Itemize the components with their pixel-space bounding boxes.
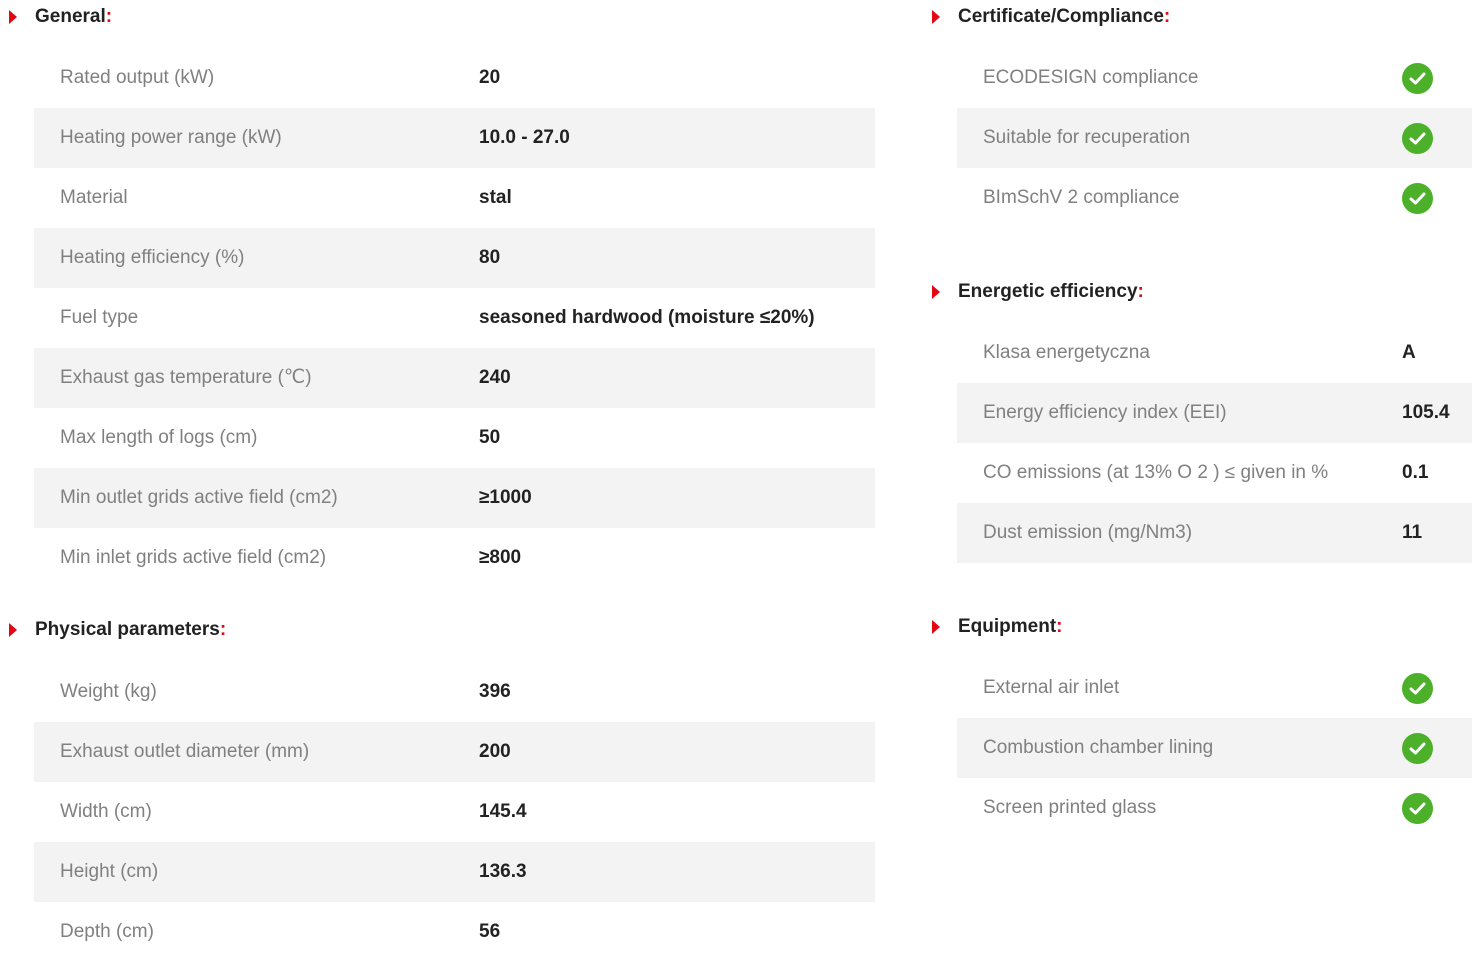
spec-value: 200 <box>479 741 511 762</box>
spec-row: Depth (cm) 56 <box>34 902 875 962</box>
check-circle-icon <box>1402 673 1433 704</box>
spec-label: Energy efficiency index (EEI) <box>983 402 1227 423</box>
spec-label: Rated output (kW) <box>60 67 215 88</box>
spec-row: Exhaust outlet diameter (mm) 200 <box>34 722 875 782</box>
spec-value: 0.1 <box>1402 462 1429 483</box>
spec-row: Fuel type seasoned hardwood (moisture ≤20… <box>34 288 875 348</box>
spec-value: 396 <box>479 681 511 702</box>
spec-row: Weight (kg) 396 <box>34 662 875 722</box>
spec-row: Klasa energetyczna A <box>957 323 1472 383</box>
spec-row: External air inlet <box>957 658 1472 718</box>
spec-row: ECODESIGN compliance <box>957 48 1472 108</box>
section-physical: Physical parameters: Weight (kg) 396 Exhau… <box>9 615 875 962</box>
spec-label: Max length of logs (cm) <box>60 427 258 448</box>
spec-value: 80 <box>479 247 501 268</box>
spec-row: Material stal <box>34 168 875 228</box>
spec-row: Heating efficiency (%) 80 <box>34 228 875 288</box>
section-title: Energetic efficiency <box>958 281 1138 302</box>
spec-label: Min outlet grids active field (cm2) <box>60 487 338 508</box>
section-general: General: Rated output (kW) 20 Heating powe… <box>9 2 875 588</box>
section-certificate: Certificate/Compliance: ECODESIGN compli… <box>932 2 1472 228</box>
spec-value: A <box>1402 342 1416 363</box>
spec-label: Klasa energetyczna <box>983 342 1150 363</box>
section-title: Physical parameters <box>35 619 220 640</box>
spec-label: Depth (cm) <box>60 921 154 942</box>
spec-value: stal <box>479 187 512 208</box>
triangle-right-icon <box>932 620 940 634</box>
spec-label: BImSchV 2 compliance <box>983 187 1180 208</box>
spec-value: 56 <box>479 921 501 942</box>
spec-label: Weight (kg) <box>60 681 157 702</box>
spec-row: Dust emission (mg/Nm3) 11 <box>957 503 1472 563</box>
spec-row: Suitable for recuperation <box>957 108 1472 168</box>
spec-row: BImSchV 2 compliance <box>957 168 1472 228</box>
spec-row: Width (cm) 145.4 <box>34 782 875 842</box>
spec-value: 20 <box>479 67 501 88</box>
spec-value: 145.4 <box>479 801 527 822</box>
spec-row: Screen printed glass <box>957 778 1472 838</box>
section-title: Equipment <box>958 616 1057 637</box>
spec-label: Combustion chamber lining <box>983 737 1214 758</box>
spec-row: Heating power range (kW) 10.0 - 27.0 <box>34 108 875 168</box>
spec-label: Width (cm) <box>60 801 152 822</box>
spec-row: Exhaust gas temperature (℃) 240 <box>34 348 875 408</box>
check-circle-icon <box>1402 183 1433 214</box>
check-circle-icon <box>1402 793 1433 824</box>
section-title: Certificate/Compliance <box>958 6 1164 27</box>
spec-label: Material <box>60 187 128 208</box>
spec-value: ≥800 <box>479 547 522 568</box>
spec-label: Height (cm) <box>60 861 159 882</box>
spec-label: Fuel type <box>60 307 139 328</box>
triangle-right-icon <box>9 10 17 24</box>
spec-label: External air inlet <box>983 677 1120 698</box>
check-circle-icon <box>1402 733 1433 764</box>
section-title: General <box>35 6 106 27</box>
spec-row: Height (cm) 136.3 <box>34 842 875 902</box>
spec-label: Suitable for recuperation <box>983 127 1191 148</box>
check-circle-icon <box>1402 63 1433 94</box>
section-equipment: Equipment: External air inlet Combustion … <box>932 612 1472 838</box>
check-circle-icon <box>1402 123 1433 154</box>
spec-label: Min inlet grids active field (cm2) <box>60 547 327 568</box>
spec-row: Energy efficiency index (EEI) 105.4 <box>957 383 1472 443</box>
spec-label: Heating power range (kW) <box>60 127 282 148</box>
spec-value: 11 <box>1402 522 1423 543</box>
spec-label: Screen printed glass <box>983 797 1157 818</box>
spec-row: Rated output (kW) 20 <box>34 48 875 108</box>
spec-label: Exhaust gas temperature (℃) <box>60 367 312 388</box>
spec-value: 105.4 <box>1402 402 1450 423</box>
spec-label: Heating efficiency (%) <box>60 247 245 268</box>
spec-value: 136.3 <box>479 861 527 882</box>
spec-row: Combustion chamber lining <box>957 718 1472 778</box>
section-energetic: Energetic efficiency: Klasa energetyczna… <box>932 277 1472 563</box>
spec-row: Max length of logs (cm) 50 <box>34 408 875 468</box>
spec-row: CO emissions (at 13% O 2 ) ≤ given in % 0… <box>957 443 1472 503</box>
spec-label: ECODESIGN compliance <box>983 67 1199 88</box>
triangle-right-icon <box>932 10 940 24</box>
spec-value: 240 <box>479 367 511 388</box>
spec-value: ≥1000 <box>479 487 532 508</box>
triangle-right-icon <box>932 285 940 299</box>
left-column: General: Rated output (kW) 20 Heating powe… <box>9 2 875 962</box>
spec-value: 50 <box>479 427 501 448</box>
spec-label: Dust emission (mg/Nm3) <box>983 522 1193 543</box>
spec-row: Min inlet grids active field (cm2) ≥800 <box>34 528 875 588</box>
spec-value: seasoned hardwood (moisture ≤20%) <box>479 307 815 328</box>
spec-label: CO emissions (at 13% O 2 ) ≤ given in % <box>983 462 1329 483</box>
spec-row: Min outlet grids active field (cm2) ≥1000 <box>34 468 875 528</box>
spec-value: 10.0 - 27.0 <box>479 127 570 148</box>
spec-label: Exhaust outlet diameter (mm) <box>60 741 310 762</box>
triangle-right-icon <box>9 623 17 637</box>
